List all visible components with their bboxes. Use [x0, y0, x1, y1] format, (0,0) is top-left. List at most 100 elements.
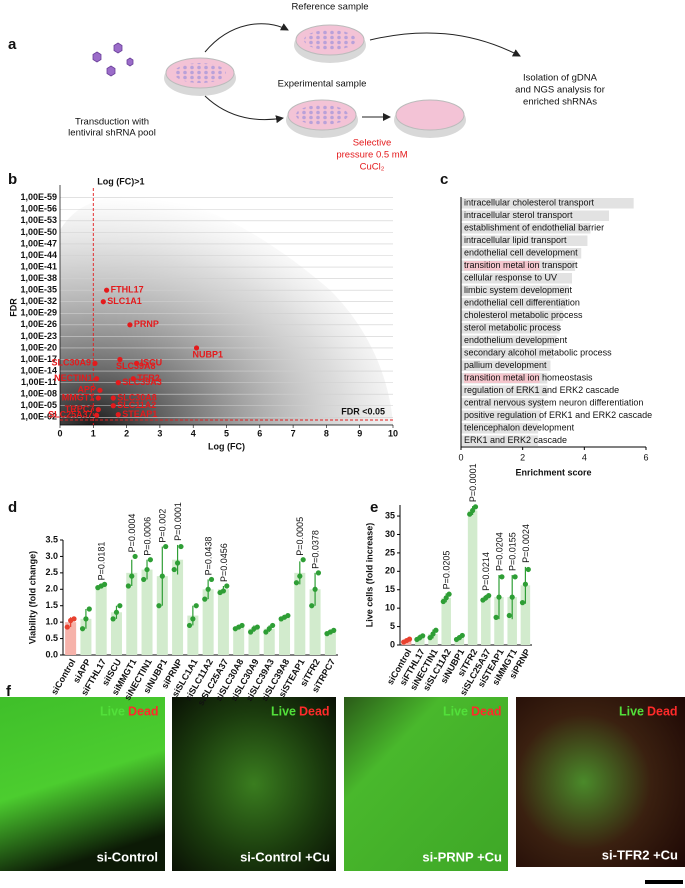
- y-tick-label: 1,00E-56: [20, 204, 57, 214]
- gene-label: TFR2: [137, 373, 160, 383]
- replicate-point: [208, 576, 215, 583]
- replicate-point: [470, 507, 476, 514]
- arrow: [204, 23, 289, 53]
- replicate-point: [446, 591, 452, 597]
- bar: [461, 410, 542, 421]
- y-axis-label: Viability (fold change): [27, 551, 37, 644]
- replicate-point: [300, 557, 306, 563]
- bar: [461, 223, 591, 234]
- bar: [461, 360, 551, 371]
- bar: [263, 628, 275, 655]
- bar: [441, 597, 451, 645]
- bar: [467, 510, 478, 645]
- bar: [461, 435, 539, 446]
- gene-point: [95, 395, 101, 401]
- gene-label: SLC30A8: [117, 392, 157, 402]
- category-label: cellular response to UV: [464, 273, 557, 283]
- diagram-text: Reference sample: [291, 2, 368, 13]
- y-tick-label: 25: [385, 547, 395, 557]
- x-tick-label: 2: [124, 428, 129, 438]
- bar: [187, 615, 199, 655]
- replicate-point: [270, 622, 276, 629]
- replicate-point: [331, 627, 337, 633]
- x-axis-label: Log (FC): [208, 441, 245, 451]
- bar: [461, 298, 566, 309]
- replicate-point: [163, 543, 169, 550]
- category-label: pallium development: [464, 360, 547, 370]
- y-tick-label: 1,00E-38: [20, 273, 57, 283]
- replicate-point: [486, 593, 492, 599]
- diagram-text: Experimental sample: [278, 79, 367, 90]
- dead-label: Dead: [299, 704, 330, 718]
- scale-bar: [645, 880, 683, 884]
- diagram-text: Selective: [353, 138, 392, 149]
- category-label: intracellular sterol transport: [464, 210, 573, 220]
- replicate-point: [186, 622, 193, 629]
- dish: [294, 24, 366, 63]
- bar: [217, 589, 229, 655]
- diagram-text: pressure 0.5 mM: [336, 150, 407, 161]
- gene-label: SLC11A2: [117, 400, 156, 410]
- replicate-point: [205, 586, 211, 592]
- replicate-point: [193, 603, 199, 609]
- y-tick-label: 10: [385, 603, 395, 613]
- x-tick-label: 0: [57, 428, 62, 438]
- category-label: central nervous system neuron differenti…: [464, 398, 643, 408]
- replicate-point: [147, 557, 153, 563]
- bar: [202, 589, 214, 655]
- micrograph: Live Dead si-PRNP +Cu: [344, 697, 508, 871]
- diagram-text: enriched shRNAs: [523, 97, 597, 108]
- y-tick-label: 1,00E-08: [20, 389, 57, 399]
- panel-label: d: [8, 499, 17, 516]
- x-tick-label: 5: [224, 428, 229, 438]
- replicate-point: [125, 583, 131, 589]
- x-tick-label: 10: [388, 428, 398, 438]
- category-label: transition metal ion homeostasis: [464, 373, 593, 383]
- image-caption: si-TFR2 +Cu: [602, 847, 678, 862]
- live-label: Live: [100, 704, 125, 718]
- bar: [428, 633, 438, 645]
- replicate-point: [312, 586, 318, 592]
- bar: [461, 385, 548, 396]
- y-tick-label: 1,00E-53: [20, 215, 57, 225]
- replicate-point: [285, 612, 291, 619]
- replicate-point: [174, 560, 181, 566]
- gene-point: [94, 412, 100, 418]
- replicate-point: [202, 596, 208, 602]
- diagram: Transduction with lentiviral shRNA pool …: [68, 2, 605, 173]
- highlight: [464, 261, 540, 271]
- bar: [309, 589, 321, 655]
- gene-point: [100, 299, 106, 305]
- x-tick-label: 0: [458, 452, 463, 462]
- category-label: endothelial cell development: [464, 248, 578, 258]
- image-caption: si-PRNP +Cu: [422, 849, 502, 864]
- gene-point: [110, 395, 116, 401]
- live-label: Live: [619, 704, 644, 718]
- y-tick-label: 35: [385, 510, 395, 520]
- replicate-point: [266, 626, 272, 632]
- replicate-point: [509, 594, 515, 600]
- gene-label: NECTIN1: [54, 373, 93, 383]
- replicate-point: [113, 609, 120, 615]
- micrograph: Live Dead si-Control: [0, 697, 165, 871]
- x-tick-label: 7: [291, 428, 296, 438]
- replicate-point: [101, 581, 108, 587]
- y-tick-label: 3.5: [45, 534, 58, 544]
- y-tick-label: 2.0: [45, 584, 58, 594]
- x-tick-label: 4: [191, 428, 196, 438]
- replicate-point: [499, 574, 505, 580]
- bar: [324, 632, 336, 655]
- bar: [156, 576, 168, 655]
- replicate-point: [190, 616, 196, 622]
- y-tick-label: 20: [385, 566, 395, 576]
- gene-label: PRNP: [134, 319, 159, 329]
- replicate-point: [141, 576, 147, 583]
- p-value: P=0.0378: [310, 530, 320, 569]
- category-label: intracellular lipid transport: [464, 235, 567, 245]
- replicate-point: [239, 622, 245, 629]
- p-value: P=0.0024: [521, 524, 531, 563]
- arrow: [204, 95, 284, 124]
- replicate-point: [459, 632, 465, 639]
- gene-label: SLC39A8: [116, 361, 156, 371]
- p-value: P=0.0155: [508, 532, 518, 571]
